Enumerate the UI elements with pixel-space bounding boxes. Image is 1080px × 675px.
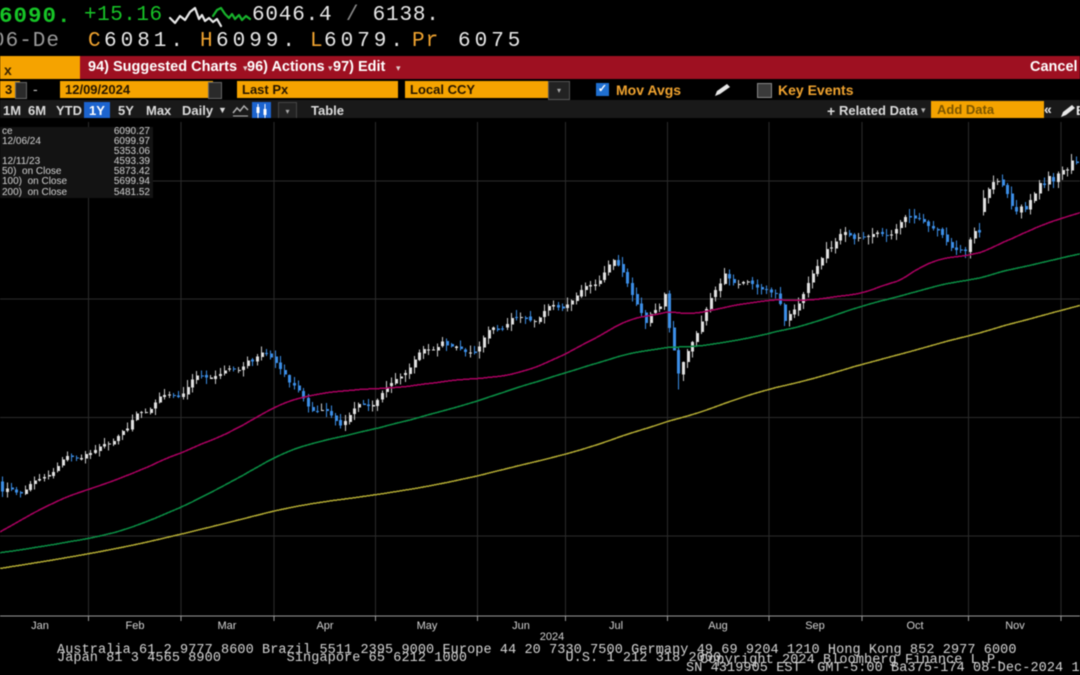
- svg-text:Feb: Feb: [126, 620, 145, 632]
- svg-text:Jul: Jul: [609, 620, 623, 632]
- svg-text:Oct: Oct: [906, 620, 923, 632]
- svg-text:Nov: Nov: [1005, 620, 1025, 632]
- svg-text:Jan: Jan: [31, 620, 49, 632]
- svg-text:Aug: Aug: [708, 620, 728, 632]
- svg-text:May: May: [417, 620, 438, 632]
- svg-text:2024: 2024: [540, 631, 564, 643]
- svg-text:Sep: Sep: [805, 620, 825, 632]
- svg-text:Mar: Mar: [218, 620, 237, 632]
- svg-text:Apr: Apr: [316, 620, 333, 632]
- svg-text:Jun: Jun: [512, 620, 530, 632]
